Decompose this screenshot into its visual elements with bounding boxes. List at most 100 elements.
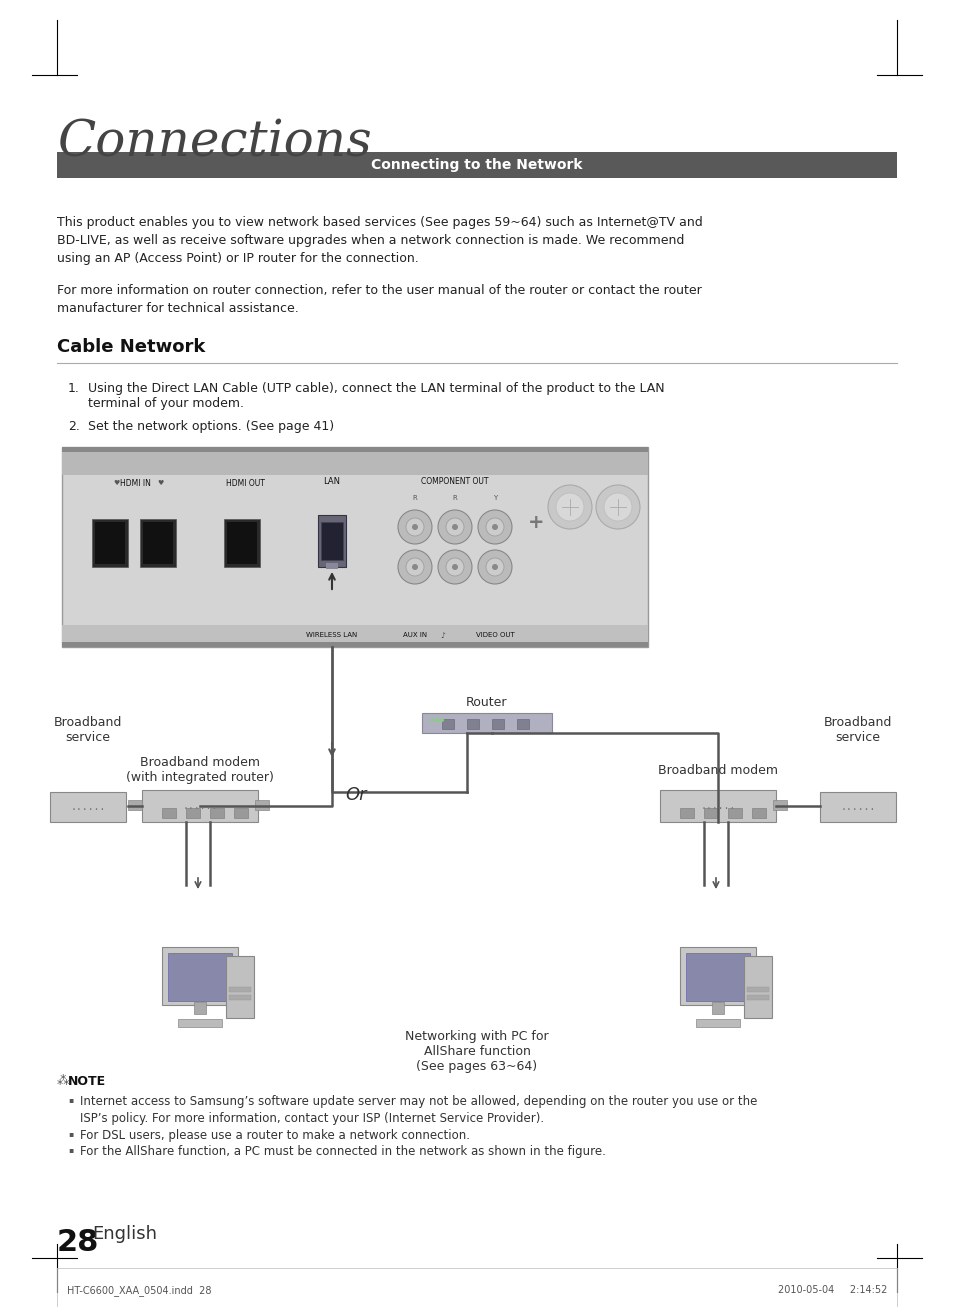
Bar xyxy=(317,515,346,567)
Bar xyxy=(62,447,647,647)
Text: ......: ...... xyxy=(182,801,217,812)
Bar xyxy=(142,789,257,822)
Bar xyxy=(62,447,647,452)
Text: Broadband
service: Broadband service xyxy=(53,716,122,744)
Bar xyxy=(57,152,896,178)
Text: ♥: ♥ xyxy=(157,480,163,486)
Text: English: English xyxy=(91,1225,157,1243)
Bar xyxy=(210,808,224,818)
Bar xyxy=(168,953,232,1001)
Text: R: R xyxy=(452,495,456,501)
Circle shape xyxy=(397,550,432,584)
Text: ......: ...... xyxy=(71,802,106,812)
Text: Networking with PC for
AllShare function
(See pages 63~64): Networking with PC for AllShare function… xyxy=(405,1030,548,1073)
Text: For more information on router connection, refer to the user manual of the route: For more information on router connectio… xyxy=(57,284,701,315)
Bar xyxy=(193,1002,206,1014)
Text: HT-C6600_XAA_0504.indd  28: HT-C6600_XAA_0504.indd 28 xyxy=(67,1285,212,1297)
Circle shape xyxy=(437,550,472,584)
Bar xyxy=(772,800,786,810)
Bar xyxy=(50,792,126,822)
Text: 1.: 1. xyxy=(68,382,80,395)
Bar xyxy=(229,995,251,1000)
Bar xyxy=(441,719,454,729)
Text: LAN: LAN xyxy=(323,477,340,486)
Text: Or: Or xyxy=(345,786,366,804)
Text: R: R xyxy=(413,495,416,501)
Bar xyxy=(62,447,647,474)
Circle shape xyxy=(547,485,592,529)
Text: ⁂: ⁂ xyxy=(57,1074,73,1087)
Circle shape xyxy=(445,558,463,576)
Circle shape xyxy=(485,518,503,536)
Text: ▪: ▪ xyxy=(68,1129,73,1138)
Bar xyxy=(233,808,248,818)
Bar xyxy=(227,521,256,565)
Text: HDMI OUT: HDMI OUT xyxy=(225,478,264,488)
Bar xyxy=(467,719,478,729)
Circle shape xyxy=(477,510,512,544)
Bar xyxy=(143,521,172,565)
Bar xyxy=(703,808,718,818)
Bar xyxy=(229,987,251,992)
Bar xyxy=(685,953,749,1001)
Bar xyxy=(226,955,253,1018)
Bar xyxy=(517,719,528,729)
Text: AUX IN: AUX IN xyxy=(402,633,427,638)
Text: ......: ...... xyxy=(700,801,735,812)
Bar xyxy=(186,808,200,818)
Circle shape xyxy=(445,518,463,536)
Text: Broadband
service: Broadband service xyxy=(823,716,891,744)
Bar xyxy=(178,1019,222,1027)
Text: 28: 28 xyxy=(57,1229,99,1257)
Text: +: + xyxy=(527,512,543,532)
Circle shape xyxy=(477,550,512,584)
Bar xyxy=(326,563,337,569)
Bar xyxy=(492,719,503,729)
Text: Using the Direct LAN Cable (UTP cable), connect the LAN terminal of the product : Using the Direct LAN Cable (UTP cable), … xyxy=(88,382,664,395)
Text: This product enables you to view network based services (See pages 59~64) such a: This product enables you to view network… xyxy=(57,216,702,265)
Bar xyxy=(320,521,343,559)
Text: NOTE: NOTE xyxy=(68,1074,106,1087)
Text: ♪: ♪ xyxy=(439,630,444,639)
Bar xyxy=(421,714,552,733)
Bar xyxy=(820,792,895,822)
Text: Cable Network: Cable Network xyxy=(57,339,205,356)
Bar xyxy=(696,1019,740,1027)
Text: VIDEO OUT: VIDEO OUT xyxy=(476,633,514,638)
Text: 2.: 2. xyxy=(68,420,80,433)
Bar xyxy=(679,948,755,1005)
Text: For the AllShare function, a PC must be connected in the network as shown in the: For the AllShare function, a PC must be … xyxy=(80,1145,605,1158)
Text: ▪: ▪ xyxy=(68,1145,73,1154)
Bar xyxy=(91,519,128,567)
Bar xyxy=(679,808,693,818)
Text: ▪: ▪ xyxy=(68,1095,73,1104)
Bar xyxy=(140,519,175,567)
Circle shape xyxy=(439,718,443,721)
Text: Set the network options. (See page 41): Set the network options. (See page 41) xyxy=(88,420,334,433)
Circle shape xyxy=(492,565,497,570)
Circle shape xyxy=(452,524,457,531)
Bar xyxy=(727,808,741,818)
Text: Y: Y xyxy=(493,495,497,501)
Bar xyxy=(751,808,765,818)
Text: ♥: ♥ xyxy=(112,480,119,486)
Text: terminal of your modem.: terminal of your modem. xyxy=(88,397,244,410)
Bar xyxy=(224,519,260,567)
Circle shape xyxy=(485,558,503,576)
Bar xyxy=(659,789,775,822)
Circle shape xyxy=(452,565,457,570)
Text: Broadband modem
(with integrated router): Broadband modem (with integrated router) xyxy=(126,755,274,784)
Bar xyxy=(746,987,768,992)
Text: For DSL users, please use a router to make a network connection.: For DSL users, please use a router to ma… xyxy=(80,1129,470,1142)
Text: 2010-05-04     2:14:52: 2010-05-04 2:14:52 xyxy=(777,1285,886,1295)
Text: WIRELESS LAN: WIRELESS LAN xyxy=(306,633,357,638)
Bar xyxy=(162,948,237,1005)
Bar xyxy=(62,625,647,647)
Circle shape xyxy=(412,565,417,570)
Text: Connecting to the Network: Connecting to the Network xyxy=(371,158,582,173)
Circle shape xyxy=(437,510,472,544)
Bar xyxy=(254,800,269,810)
Circle shape xyxy=(412,524,417,531)
Text: HDMI IN: HDMI IN xyxy=(119,478,151,488)
Bar xyxy=(128,800,142,810)
